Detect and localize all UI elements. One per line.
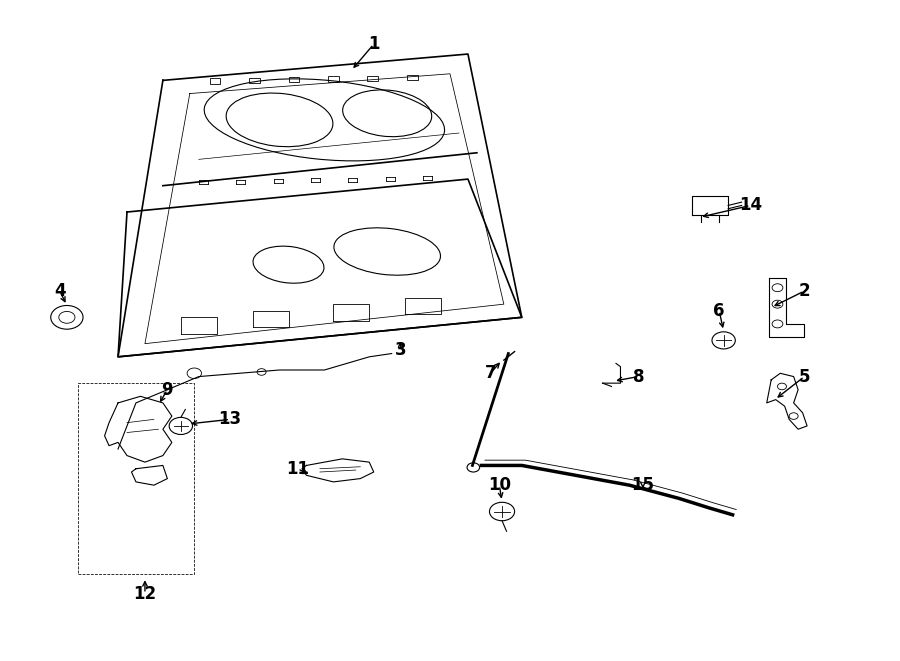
Text: 10: 10 [488, 476, 511, 494]
Bar [328, 77, 338, 82]
Text: 15: 15 [632, 476, 654, 494]
Text: 13: 13 [219, 410, 242, 428]
Text: 1: 1 [368, 35, 380, 53]
Bar [367, 76, 378, 81]
Text: 5: 5 [798, 368, 810, 385]
Text: 7: 7 [484, 364, 496, 382]
Text: 6: 6 [714, 302, 724, 320]
Text: 11: 11 [286, 460, 309, 478]
Bar [249, 78, 260, 83]
Text: 14: 14 [739, 196, 762, 214]
Text: 12: 12 [133, 585, 157, 603]
Text: 9: 9 [162, 381, 173, 399]
Bar [407, 75, 418, 81]
Text: 4: 4 [54, 282, 66, 300]
Text: 3: 3 [395, 341, 407, 359]
Bar [289, 77, 300, 83]
Text: 2: 2 [798, 282, 810, 300]
Bar [210, 79, 220, 84]
Text: 8: 8 [633, 368, 644, 385]
